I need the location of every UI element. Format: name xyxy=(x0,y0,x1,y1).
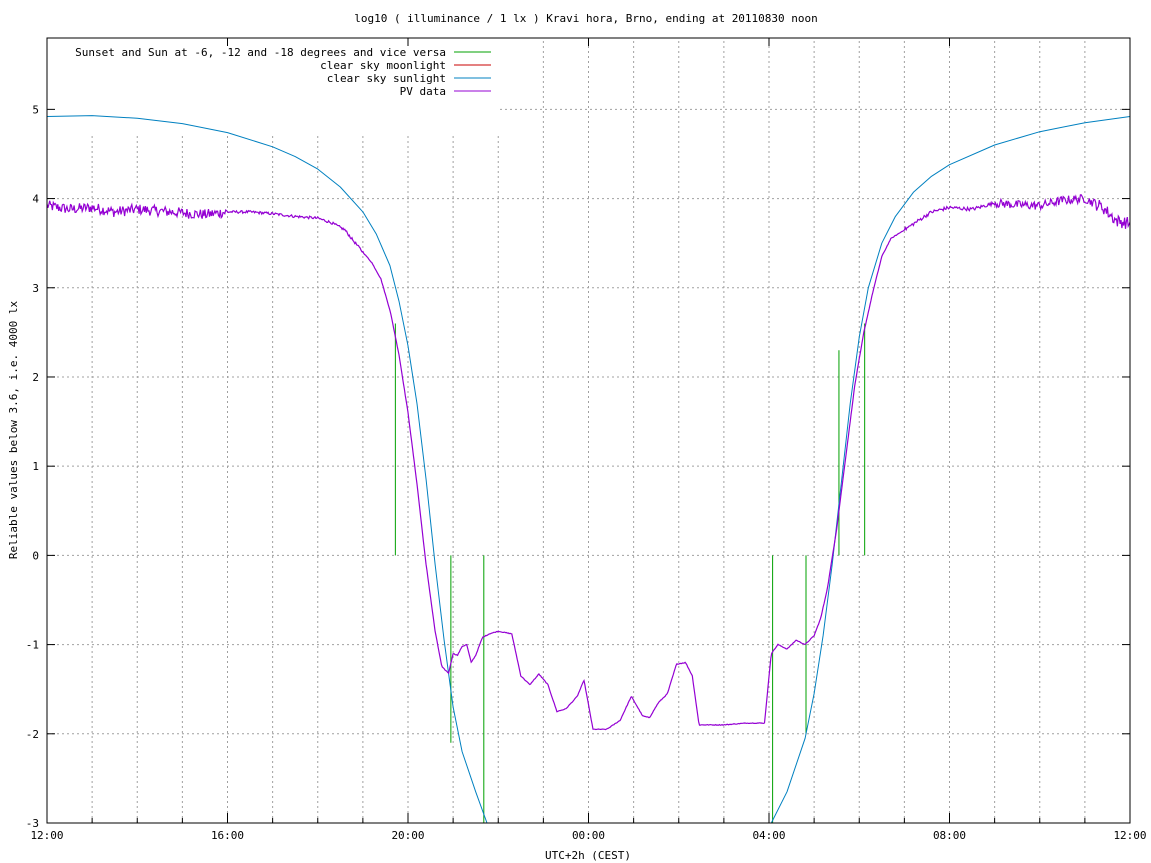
axis-ticks: -3 -2 -1 0 1 2 3 4 5 12:00 16:00 20:00 00:00 04:00 08:… xyxy=(26,38,1147,842)
legend-label: PV data xyxy=(400,85,446,98)
y-tick-label: -2 xyxy=(26,728,39,741)
legend-label: Sunset and Sun at -6, -12 and -18 degree… xyxy=(75,46,446,59)
y-tick-label: -3 xyxy=(26,817,39,830)
y-tick-label: 2 xyxy=(32,371,39,384)
x-axis-label: UTC+2h (CEST) xyxy=(545,849,631,862)
x-tick-label: 12:00 xyxy=(30,829,63,842)
y-tick-label: 5 xyxy=(32,103,39,116)
sunlight-line-evening xyxy=(46,115,488,824)
legend: Sunset and Sun at -6, -12 and -18 degree… xyxy=(75,46,491,98)
y-tick-label: 0 xyxy=(32,549,39,562)
pv-data-line xyxy=(46,194,1131,731)
x-tick-label: 16:00 xyxy=(211,829,244,842)
legend-label: clear sky moonlight xyxy=(320,59,446,72)
x-tick-label: 12:00 xyxy=(1113,829,1146,842)
plot-border xyxy=(46,37,1131,824)
y-tick-label: -1 xyxy=(26,639,39,652)
x-tick-label: 20:00 xyxy=(391,829,424,842)
x-tick-label: 04:00 xyxy=(752,829,785,842)
plot-series xyxy=(46,115,1131,824)
x-tick-label: 00:00 xyxy=(572,829,605,842)
y-tick-label: 3 xyxy=(32,282,39,295)
y-axis-label: Reliable values below 3.6, i.e. 4000 lx xyxy=(7,300,20,559)
x-tick-label: 08:00 xyxy=(933,829,966,842)
legend-label: clear sky sunlight xyxy=(327,72,446,85)
y-tick-label: 1 xyxy=(32,460,39,473)
y-tick-label: 4 xyxy=(32,193,39,206)
sunlight-line-morning xyxy=(770,116,1131,824)
chart-title: log10 ( illuminance / 1 lx ) Kravi hora,… xyxy=(354,12,818,25)
